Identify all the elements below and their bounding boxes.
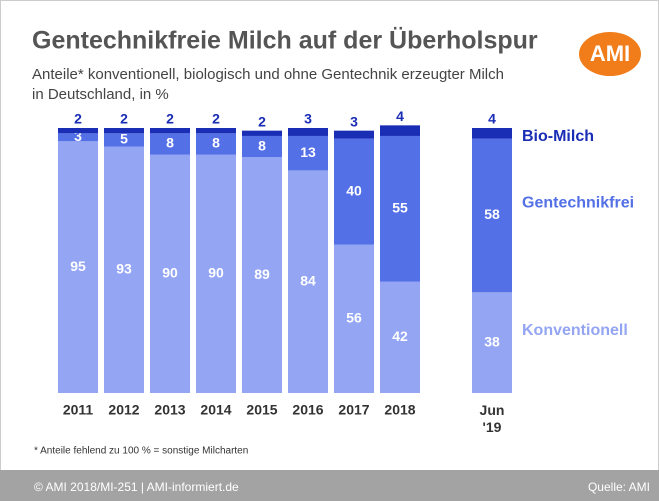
- x-tick-label: 2013: [154, 402, 185, 418]
- bar-segment: [472, 292, 512, 393]
- bar-segment: [334, 138, 374, 245]
- value-label: 4: [396, 108, 404, 124]
- bar-segment: [242, 135, 282, 158]
- value-label: 3: [74, 128, 82, 144]
- value-label: 95: [70, 258, 86, 274]
- logo-text: AMI: [590, 41, 630, 66]
- bar-segment: [104, 133, 144, 147]
- value-label: 3: [304, 111, 312, 127]
- value-label: 55: [392, 200, 408, 216]
- subtitle: in Deutschland, in %: [32, 86, 169, 103]
- value-label: 90: [162, 264, 178, 280]
- chart-title: Gentechnikfreie Milch auf der Überholspu…: [32, 26, 538, 55]
- legend-label: Gentechnikfrei: [522, 195, 634, 212]
- bar-segment: [242, 157, 282, 393]
- x-tick-label: 2011: [63, 402, 94, 418]
- bar-segment: [58, 128, 98, 134]
- bar-segment: [288, 128, 328, 136]
- value-label: 2: [120, 111, 128, 127]
- value-label: 2: [74, 111, 82, 127]
- x-tick-label: 2017: [338, 402, 369, 418]
- value-label: 2: [258, 113, 266, 129]
- footnote: * Anteile fehlend zu 100 % = sonstige Mi…: [34, 446, 248, 457]
- bar-segment: [472, 138, 512, 293]
- value-label: 3: [350, 113, 358, 129]
- value-label: 8: [212, 135, 220, 151]
- value-label: 58: [484, 206, 500, 222]
- bar-segment: [380, 125, 420, 136]
- value-label: 40: [346, 182, 362, 198]
- bar-segment: [196, 154, 236, 393]
- bar-segment: [150, 133, 190, 155]
- x-tick-label: 2015: [246, 402, 277, 418]
- logo: [579, 32, 641, 76]
- x-tick-label: Jun '19: [480, 402, 505, 435]
- footer-bar: [0, 470, 659, 501]
- value-label: 89: [254, 266, 270, 282]
- footer-left: © AMI 2018/MI-251 | AMI-informiert.de: [34, 480, 239, 494]
- bar-segment: [196, 128, 236, 134]
- value-label: 90: [208, 264, 224, 280]
- x-tick-label: 2016: [292, 402, 323, 418]
- bar-segment: [150, 128, 190, 134]
- value-label: 2: [166, 111, 174, 127]
- value-label: 5: [120, 131, 128, 147]
- bar-segment: [288, 135, 328, 171]
- subtitle: Anteile* konventionell, biologisch und o…: [32, 66, 504, 83]
- x-tick-label: 2018: [384, 402, 415, 418]
- x-tick-label: 2012: [108, 402, 139, 418]
- bar-segment: [380, 281, 420, 393]
- bar-segment: [104, 128, 144, 134]
- bar-segment: [334, 244, 374, 393]
- legend-label: Bio-Milch: [522, 128, 594, 145]
- value-label: 8: [258, 137, 266, 153]
- footer-right: Quelle: AMI: [588, 480, 650, 494]
- bar-segment: [58, 133, 98, 142]
- bar-segment: [472, 128, 512, 139]
- value-label: 13: [300, 144, 316, 160]
- bar-segment: [288, 170, 328, 393]
- bar-segment: [380, 135, 420, 282]
- value-label: 56: [346, 310, 362, 326]
- bar-segment: [196, 133, 236, 155]
- bar-segment: [150, 154, 190, 393]
- bar-segment: [104, 146, 144, 393]
- value-label: 42: [392, 328, 408, 344]
- bar-segment: [58, 141, 98, 393]
- x-tick-label: 2014: [200, 402, 231, 418]
- value-label: 8: [166, 135, 174, 151]
- bar-segment: [242, 130, 282, 136]
- value-label: 2: [212, 111, 220, 127]
- bar-segment: [334, 130, 374, 139]
- value-label: 93: [116, 260, 132, 276]
- value-label: 38: [484, 333, 500, 349]
- value-label: 4: [488, 111, 496, 127]
- legend-label: Konventionell: [522, 322, 628, 339]
- value-label: 84: [300, 272, 316, 288]
